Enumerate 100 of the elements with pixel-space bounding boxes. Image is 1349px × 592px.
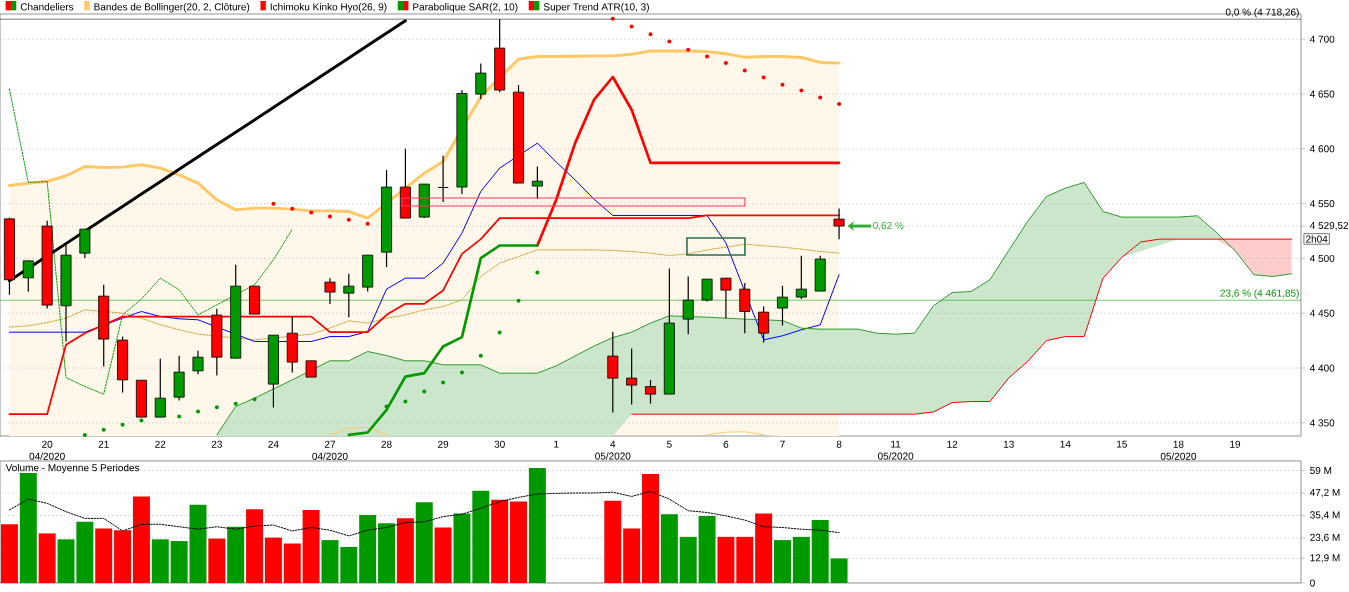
y-tick-label: 47,2 M [1309, 488, 1340, 498]
point [705, 54, 710, 59]
candlestick [324, 277, 336, 305]
y-tick-label: 4 529,52 [1309, 221, 1349, 231]
bar [132, 496, 150, 583]
bar [38, 533, 56, 583]
x-tick-label: 24 [268, 440, 279, 448]
candlestick [626, 347, 638, 406]
x-tick-label: 30 [494, 440, 505, 448]
y-tick-label: 4 700 [1309, 35, 1335, 43]
point [478, 353, 483, 358]
bar [264, 537, 282, 583]
bar [642, 473, 659, 583]
point [214, 405, 219, 410]
legend-label: Super Trend ATR(10, 3) [543, 3, 649, 13]
bar [340, 546, 358, 583]
y-tick-label: 4 500 [1309, 254, 1335, 262]
bar [717, 536, 735, 583]
bar [434, 527, 452, 583]
x-tick-label: 6 [723, 440, 729, 448]
bar [396, 518, 414, 583]
bar [95, 528, 113, 583]
y-tick-label: 35,4 M [1310, 511, 1340, 520]
x-tick-label: 29 [438, 440, 449, 448]
bar [774, 540, 791, 583]
point [195, 409, 200, 414]
x-tick-label: 12 [947, 440, 958, 448]
point [346, 217, 351, 222]
bar [302, 509, 320, 583]
bar [227, 526, 245, 583]
y-tick-label: 4 600 [1309, 145, 1335, 153]
bar [660, 514, 678, 583]
bar [321, 540, 339, 583]
bar [604, 500, 622, 583]
bar [19, 472, 37, 583]
x-tick-label: 27 04/2020 [312, 440, 348, 460]
bar [623, 528, 641, 583]
bar [246, 509, 264, 583]
point [686, 47, 691, 52]
bar [189, 504, 207, 583]
bar [0, 524, 18, 583]
x-tick-label: 15 [1117, 440, 1128, 448]
y-tick-label: 12,9 M [1310, 554, 1340, 563]
x-tick-label: 19 [1230, 440, 1241, 448]
x-tick-label: 14 [1060, 440, 1071, 448]
y-tick-label: 4 400 [1309, 364, 1335, 372]
candlestick [437, 155, 449, 203]
point [101, 427, 106, 432]
x-tick-label: 22 [155, 440, 166, 448]
y-tick-label: 59 M [1310, 466, 1332, 475]
bar [76, 521, 94, 583]
bar [415, 502, 433, 583]
x-tick-label: 1 [554, 440, 559, 448]
candlestick [154, 358, 166, 418]
point [233, 401, 238, 406]
bar [208, 538, 226, 583]
bar [283, 543, 301, 583]
bar [491, 499, 509, 583]
y-tick-label: 23,6 M [1310, 533, 1340, 543]
y-tick-label: 4 650 [1309, 90, 1335, 98]
bar [755, 513, 773, 583]
annotation: 0,62 % [873, 221, 904, 231]
candlestick [607, 331, 619, 414]
bar [378, 523, 396, 583]
x-tick-label: 23 [211, 440, 222, 448]
x-tick-label: 21 [98, 440, 109, 448]
line-series [8, 490, 840, 537]
text: 2h04 [1306, 235, 1328, 243]
point [837, 101, 842, 106]
candlestick [739, 282, 751, 334]
ref-line-label: 0,0 % (4 718,26) [1225, 8, 1299, 18]
point [610, 16, 615, 21]
bar [170, 541, 188, 583]
candlestick [758, 305, 770, 344]
bar [359, 514, 377, 583]
ref-line-label: 23,6 % (4 461,85) [1220, 289, 1299, 299]
bar [811, 520, 829, 583]
x-tick-label: 18 05/2020 [1160, 440, 1197, 460]
y-tick-label: 0 [1310, 579, 1315, 587]
candlestick [192, 350, 204, 375]
x-tick-label: 5 [666, 440, 672, 448]
candlestick [531, 165, 543, 200]
legend-label: Chandeliers [20, 3, 74, 11]
bar [453, 513, 471, 583]
bar [472, 490, 490, 583]
legend-label: Ichimoku Kinko Hyo(26, 9) [270, 3, 387, 13]
legend-label: Bandes de Bollinger(20, 2, Clôture) [94, 3, 250, 13]
bar [510, 501, 528, 583]
bar [679, 536, 697, 583]
candlestick [720, 277, 732, 319]
candlestick [475, 62, 487, 100]
x-tick-label: 4 05/2020 [595, 440, 631, 460]
y-tick-label: 4 450 [1309, 309, 1335, 317]
bar [698, 515, 716, 583]
y-tick-label: 4 550 [1309, 200, 1335, 208]
point [82, 433, 87, 437]
bar [114, 530, 132, 583]
x-tick-label: 11 05/2020 [877, 440, 914, 460]
chart-title: Volume - Moyenne 5 Periodes [5, 463, 140, 474]
bar [528, 468, 546, 583]
